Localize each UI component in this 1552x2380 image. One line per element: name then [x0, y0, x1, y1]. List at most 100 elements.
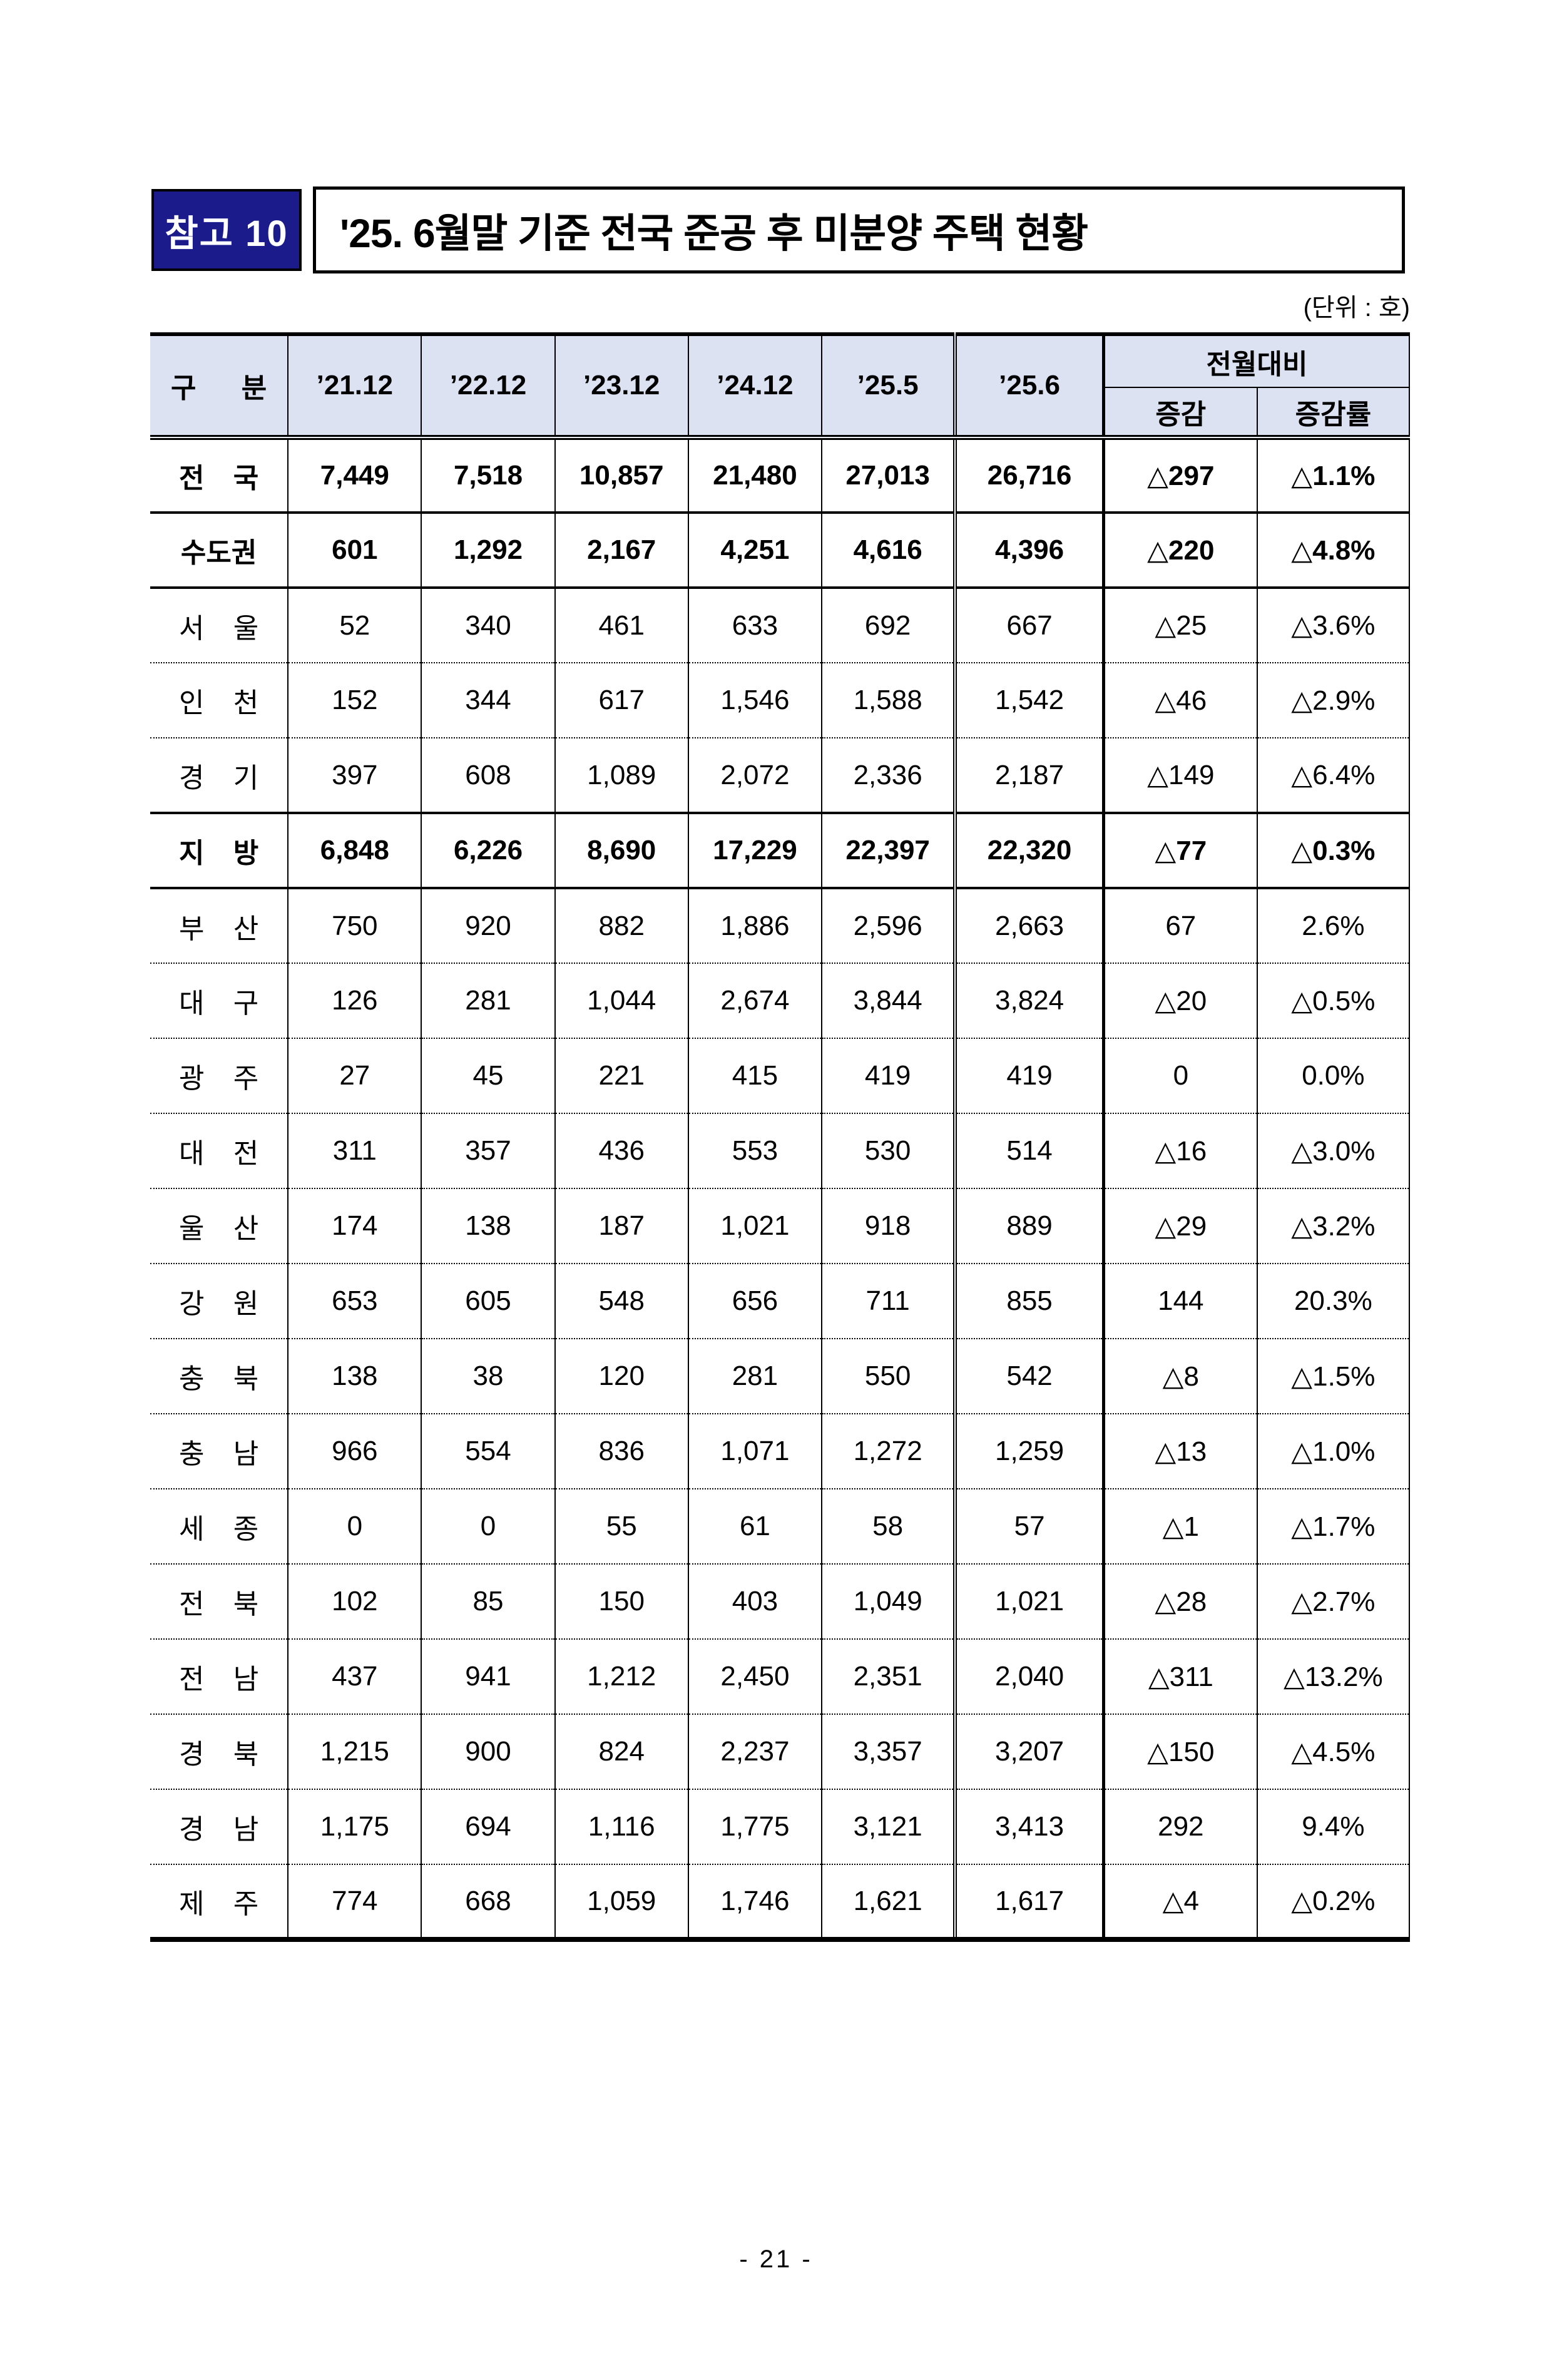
change-cell: △13: [1101, 1413, 1257, 1489]
value-cell: 1,542: [953, 662, 1104, 738]
region-label: 세 종: [150, 1488, 288, 1564]
value-cell: 152: [287, 662, 422, 738]
change-cell: 292: [1101, 1789, 1257, 1864]
value-cell: 126: [287, 963, 422, 1038]
region-label: 지 방: [150, 812, 288, 888]
page-title: '25. 6월말 기준 전국 준공 후 미분양 주택 현황: [340, 210, 1088, 256]
value-cell: 221: [554, 1038, 688, 1113]
value-cell: 4,616: [821, 511, 956, 588]
value-cell: 633: [687, 586, 822, 663]
value-cell: 3,357: [821, 1713, 956, 1789]
value-cell: 58: [821, 1488, 956, 1564]
value-cell: 85: [421, 1563, 555, 1639]
value-cell: 419: [821, 1038, 956, 1113]
value-cell: 617: [554, 662, 688, 738]
change-cell: △311: [1101, 1638, 1257, 1714]
change-cell: △25: [1101, 586, 1257, 663]
value-cell: 21,480: [687, 437, 822, 513]
value-cell: 2,237: [687, 1713, 822, 1789]
value-cell: 653: [287, 1263, 422, 1339]
region-label: 대 구: [150, 963, 288, 1038]
change-rate-cell: △1.5%: [1256, 1338, 1411, 1414]
value-cell: 2,167: [554, 511, 688, 588]
value-cell: 855: [953, 1263, 1104, 1339]
region-label: 전 북: [150, 1563, 288, 1639]
value-cell: 966: [287, 1413, 422, 1489]
change-rate-cell: △4.5%: [1256, 1713, 1411, 1789]
table-row: 충 북 138 38 120 281 550 542 △8 △1.5%: [150, 1338, 1411, 1414]
value-cell: 55: [554, 1488, 688, 1564]
region-label: 울 산: [150, 1188, 288, 1264]
value-cell: 357: [421, 1113, 555, 1188]
region-label: 서 울: [150, 586, 288, 663]
value-cell: 836: [554, 1413, 688, 1489]
table-row: 지 방 6,848 6,226 8,690 17,229 22,397 22,320 △77 △…: [150, 812, 1411, 888]
value-cell: 8,690: [554, 812, 688, 888]
table-body: 전 국 7,449 7,518 10,857 21,480 27,013 26,716 △29…: [150, 437, 1411, 1939]
value-cell: 403: [687, 1563, 822, 1639]
value-cell: 774: [287, 1864, 422, 1939]
value-cell: 7,518: [421, 437, 555, 513]
region-label: 대 전: [150, 1113, 288, 1188]
change-cell: 0: [1101, 1038, 1257, 1113]
change-rate-cell: △4.8%: [1256, 511, 1411, 588]
value-cell: 1,021: [953, 1563, 1104, 1639]
value-cell: 1,215: [287, 1713, 422, 1789]
change-rate-cell: △0.3%: [1256, 812, 1411, 888]
region-label: 부 산: [150, 887, 288, 963]
value-cell: 1,175: [287, 1789, 422, 1864]
col-header-25-6: ’25.6: [953, 334, 1104, 440]
table-row: 울 산 174 138 187 1,021 918 889 △29 △3.2%: [150, 1188, 1411, 1264]
change-cell: △4: [1101, 1864, 1257, 1939]
value-cell: 1,588: [821, 662, 956, 738]
value-cell: 187: [554, 1188, 688, 1264]
value-cell: 27,013: [821, 437, 956, 513]
change-rate-cell: △13.2%: [1256, 1638, 1411, 1714]
change-cell: △297: [1101, 437, 1257, 513]
region-label: 경 북: [150, 1713, 288, 1789]
value-cell: 2,187: [953, 737, 1104, 813]
col-header-21-12: ’21.12: [287, 334, 422, 440]
value-cell: 900: [421, 1713, 555, 1789]
value-cell: 1,617: [953, 1864, 1104, 1939]
value-cell: 10,857: [554, 437, 688, 513]
value-cell: 824: [554, 1713, 688, 1789]
value-cell: 0: [421, 1488, 555, 1564]
value-cell: 542: [953, 1338, 1104, 1414]
value-cell: 0: [287, 1488, 422, 1564]
value-cell: 608: [421, 737, 555, 813]
value-cell: 3,844: [821, 963, 956, 1038]
value-cell: 436: [554, 1113, 688, 1188]
value-cell: 514: [953, 1113, 1104, 1188]
value-cell: 17,229: [687, 812, 822, 888]
table-row: 인 천 152 344 617 1,546 1,588 1,542 △46 △2.9%: [150, 662, 1411, 738]
region-label: 충 북: [150, 1338, 288, 1414]
table-header: 구 분 ’21.12 ’22.12 ’23.12 ’24.12 ’25.5 ’2…: [150, 334, 1411, 440]
value-cell: 2,351: [821, 1638, 956, 1714]
value-cell: 1,049: [821, 1563, 956, 1639]
col-header-month-over-month: 전월대비: [1101, 334, 1410, 388]
value-cell: 1,089: [554, 737, 688, 813]
col-header-category: 구 분: [150, 334, 288, 440]
value-cell: 38: [421, 1338, 555, 1414]
value-cell: 1,272: [821, 1413, 956, 1489]
value-cell: 102: [287, 1563, 422, 1639]
value-cell: 711: [821, 1263, 956, 1339]
change-rate-cell: △0.2%: [1256, 1864, 1411, 1939]
value-cell: 2,336: [821, 737, 956, 813]
table-row: 대 구 126 281 1,044 2,674 3,844 3,824 △20 △0.5%: [150, 963, 1411, 1038]
value-cell: 1,259: [953, 1413, 1104, 1489]
value-cell: 941: [421, 1638, 555, 1714]
region-label: 수도권: [150, 511, 288, 588]
change-rate-cell: △1.0%: [1256, 1413, 1411, 1489]
change-cell: △8: [1101, 1338, 1257, 1414]
value-cell: 750: [287, 887, 422, 963]
unsold-housing-table: 구 분 ’21.12 ’22.12 ’23.12 ’24.12 ’25.5 ’2…: [150, 332, 1411, 1942]
col-header-22-12: ’22.12: [421, 334, 555, 440]
value-cell: 1,886: [687, 887, 822, 963]
value-cell: 554: [421, 1413, 555, 1489]
table-row: 부 산 750 920 882 1,886 2,596 2,663 67 2.6%: [150, 887, 1411, 963]
value-cell: 340: [421, 586, 555, 663]
value-cell: 694: [421, 1789, 555, 1864]
title-box: '25. 6월말 기준 전국 준공 후 미분양 주택 현황: [313, 186, 1405, 273]
